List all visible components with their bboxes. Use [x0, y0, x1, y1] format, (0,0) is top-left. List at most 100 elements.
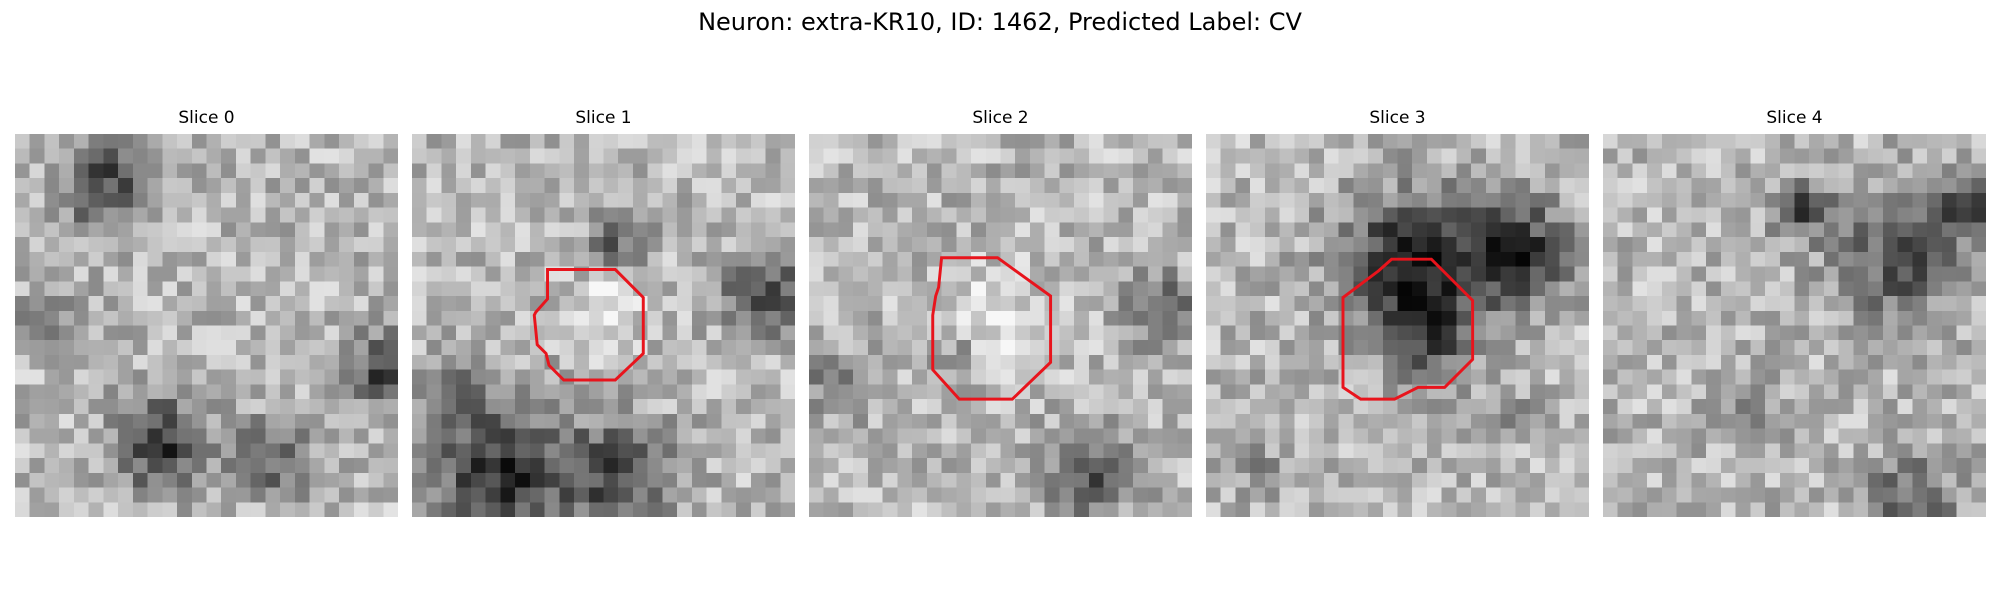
- pixel: [29, 178, 45, 194]
- pixel: [1368, 207, 1384, 223]
- pixel: [441, 237, 457, 253]
- pixel: [721, 134, 737, 150]
- pixel: [88, 472, 104, 488]
- pixel: [485, 296, 501, 312]
- pixel: [765, 237, 781, 253]
- pixel: [29, 251, 45, 267]
- pixel: [941, 458, 957, 474]
- pixel: [221, 163, 237, 179]
- pixel: [1015, 134, 1031, 150]
- pixel: [1676, 458, 1692, 474]
- pixel: [1882, 458, 1898, 474]
- pixel: [867, 384, 883, 400]
- pixel: [118, 413, 134, 429]
- pixel: [1927, 384, 1943, 400]
- pixel: [838, 340, 854, 356]
- pixel: [882, 413, 898, 429]
- pixel: [1735, 428, 1751, 444]
- pixel: [15, 281, 31, 297]
- pixel: [1912, 251, 1928, 267]
- pixel: [1809, 296, 1825, 312]
- pixel: [647, 251, 663, 267]
- pixel: [912, 310, 928, 326]
- pixel: [1044, 237, 1060, 253]
- pixel: [677, 399, 693, 415]
- pixel: [1927, 178, 1943, 194]
- pixel: [1912, 178, 1928, 194]
- pixel: [162, 399, 178, 415]
- pixel: [206, 502, 222, 517]
- pixel: [280, 148, 296, 164]
- pixel: [985, 502, 1001, 517]
- pixel: [1485, 369, 1501, 385]
- pixel: [59, 281, 75, 297]
- pixel: [926, 178, 942, 194]
- pixel: [1368, 310, 1384, 326]
- pixel: [147, 428, 163, 444]
- slice-image: [1603, 134, 1986, 517]
- pixel: [1956, 325, 1972, 341]
- pixel: [691, 134, 707, 150]
- pixel: [1264, 413, 1280, 429]
- pixel: [515, 458, 531, 474]
- pixel: [971, 178, 987, 194]
- pixel: [574, 472, 590, 488]
- pixel: [1412, 296, 1428, 312]
- pixel: [1177, 296, 1192, 312]
- pixel: [1264, 163, 1280, 179]
- pixel: [132, 237, 148, 253]
- pixel: [1691, 163, 1707, 179]
- pixel: [1574, 487, 1589, 503]
- pixel: [118, 207, 134, 223]
- pixel: [985, 472, 1001, 488]
- pixel: [1441, 134, 1457, 150]
- pixel: [294, 251, 310, 267]
- pixel: [1647, 413, 1663, 429]
- pixel: [1868, 192, 1884, 208]
- pixel: [882, 281, 898, 297]
- pixel: [736, 310, 752, 326]
- pixel: [1015, 222, 1031, 238]
- pixel: [1838, 325, 1854, 341]
- pixel: [294, 222, 310, 238]
- pixel: [1779, 369, 1795, 385]
- pixel: [280, 340, 296, 356]
- pixel: [515, 281, 531, 297]
- pixel: [353, 192, 369, 208]
- pixel: [59, 354, 75, 370]
- pixel: [1632, 399, 1648, 415]
- pixel: [632, 222, 648, 238]
- pixel: [721, 266, 737, 282]
- pixel: [1559, 251, 1575, 267]
- pixel: [1177, 237, 1192, 253]
- pixel: [1632, 192, 1648, 208]
- pixel: [162, 472, 178, 488]
- pixel: [191, 163, 207, 179]
- pixel: [603, 192, 619, 208]
- pixel: [1750, 237, 1766, 253]
- pixel: [1647, 134, 1663, 150]
- pixel: [1823, 237, 1839, 253]
- pixel: [1691, 148, 1707, 164]
- pixel: [926, 310, 942, 326]
- pixel: [1426, 178, 1442, 194]
- pixel: [1323, 354, 1339, 370]
- pixel: [1103, 340, 1119, 356]
- pixel: [1441, 458, 1457, 474]
- pixel: [1206, 399, 1222, 415]
- pixel: [1485, 207, 1501, 223]
- pixel: [529, 340, 545, 356]
- pixel: [1015, 207, 1031, 223]
- pixel: [706, 207, 722, 223]
- pixel: [1720, 251, 1736, 267]
- pixel: [177, 237, 193, 253]
- pixel: [1750, 472, 1766, 488]
- pixel: [1103, 266, 1119, 282]
- pixel: [1632, 354, 1648, 370]
- pixel: [1823, 266, 1839, 282]
- pixel: [1838, 428, 1854, 444]
- pixel: [941, 354, 957, 370]
- pixel: [1235, 399, 1251, 415]
- pixel: [926, 148, 942, 164]
- pixel: [603, 428, 619, 444]
